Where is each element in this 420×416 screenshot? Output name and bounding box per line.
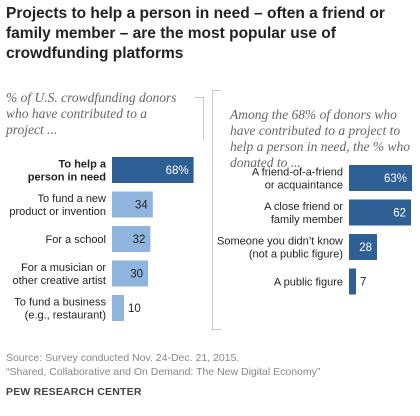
left-bar-value: 30	[130, 269, 143, 281]
left-bar	[112, 295, 124, 321]
right-category-label: or acquaintance	[265, 180, 343, 192]
report-name: “Shared, Collaborative and On Demand: Th…	[6, 366, 321, 378]
left-category-label: other creative artist	[12, 275, 106, 287]
right-category-label: family member	[271, 214, 343, 226]
right-bar-value: 63%	[384, 173, 407, 185]
left-bar	[112, 226, 151, 252]
left-connector-bracket	[195, 97, 204, 140]
left-bar-value: 68%	[166, 165, 189, 177]
left-category-label: product or invention	[9, 206, 106, 218]
right-category-label: A public figure	[274, 277, 343, 289]
left-bar-value: 32	[133, 234, 146, 246]
left-category-label: (e.g., restaurant)	[25, 310, 106, 322]
chart-title: Projects to help a person in need – ofte…	[6, 5, 385, 62]
left-bar	[112, 191, 153, 218]
right-connector-bracket	[212, 90, 221, 330]
right-bar	[349, 234, 377, 260]
right-bar-value: 62	[393, 208, 406, 220]
left-category-label: For a musician or	[21, 262, 106, 274]
left-bar	[112, 157, 194, 183]
left-bar	[112, 260, 148, 287]
right-category-label: A close friend or	[264, 201, 343, 213]
right-bar	[349, 165, 412, 191]
left-chart-subtitle: % of U.S. crowdfunding donors who have c…	[6, 90, 177, 137]
source-note: Source: Survey conducted Nov. 24-Dec. 21…	[6, 352, 240, 364]
pew-credit: PEW RESEARCH CENTER	[6, 386, 142, 398]
left-category-label: To help a	[59, 159, 107, 171]
left-bar-value: 10	[128, 303, 141, 315]
right-category-label: A friend-of-a-friend	[252, 167, 343, 179]
right-chart-subtitle: Among the 68% of donors who have contrib…	[230, 107, 410, 170]
left-category-label: To fund a new	[38, 193, 107, 205]
left-category-label: For a school	[45, 234, 106, 246]
right-bar-value: 28	[359, 242, 372, 254]
left-category-label: person in need	[28, 172, 106, 184]
left-category-label: To fund a business	[14, 297, 106, 309]
right-bar	[349, 199, 411, 226]
right-bar	[349, 268, 356, 295]
right-category-label: (not a public figure)	[249, 249, 343, 261]
right-bar-value: 7	[360, 277, 366, 289]
left-bar-value: 34	[135, 200, 148, 212]
right-category-label: Someone you didn’t know	[217, 236, 343, 248]
